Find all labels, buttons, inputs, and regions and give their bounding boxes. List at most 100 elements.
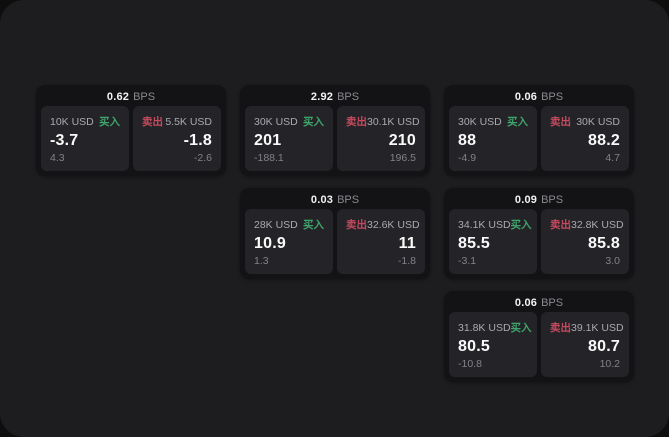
sell-change: 4.7 xyxy=(605,152,620,164)
bps-unit-label: BPS xyxy=(337,193,360,206)
bps-value: 0.62 xyxy=(106,90,130,103)
sell-amount: 39.1K USD xyxy=(571,321,624,334)
bps-unit-label: BPS xyxy=(541,296,564,309)
sell-tile[interactable]: 卖出 32.8K USD 85.8 3.0 xyxy=(541,209,629,274)
buy-tile-header: 28K USD 买入 xyxy=(254,217,324,232)
sell-tile-header: 卖出 32.6K USD xyxy=(346,217,420,232)
sell-tile-header: 卖出 39.1K USD xyxy=(550,320,624,335)
buy-side-label: 买入 xyxy=(99,116,120,128)
sell-tile-header: 卖出 32.8K USD xyxy=(550,217,624,232)
sell-side-label: 卖出 xyxy=(142,116,163,128)
sell-amount: 5.5K USD xyxy=(165,115,212,128)
buy-side-label: 买入 xyxy=(510,219,532,231)
buy-sell-panels: 10K USD 买入 -3.7 4.3 卖出 5.5K USD -1.8 -2.… xyxy=(36,106,226,176)
buy-change: 4.3 xyxy=(50,152,65,164)
sell-change: 10.2 xyxy=(599,358,620,370)
buy-amount: 30K USD xyxy=(458,115,502,128)
sell-amount: 30.1K USD xyxy=(367,115,420,128)
quote-cards-grid: 0.62 BPS 10K USD 买入 -3.7 4.3 卖出 5.5K USD xyxy=(36,85,634,382)
bps-header: 0.06 BPS xyxy=(444,291,634,312)
bps-value: 0.09 xyxy=(514,193,538,206)
sell-price: 80.7 xyxy=(588,338,620,355)
buy-amount: 31.8K USD xyxy=(458,321,511,334)
buy-amount: 10K USD xyxy=(50,115,94,128)
sell-amount: 32.8K USD xyxy=(571,218,624,231)
sell-side-label: 卖出 xyxy=(550,322,571,334)
sell-tile[interactable]: 卖出 39.1K USD 80.7 10.2 xyxy=(541,312,629,377)
sell-side-label: 卖出 xyxy=(550,219,571,231)
buy-sell-panels: 30K USD 买入 88 -4.9 卖出 30K USD 88.2 4.7 xyxy=(444,106,634,176)
buy-price: 88 xyxy=(458,132,477,149)
buy-side-label: 买入 xyxy=(303,219,324,231)
buy-price: 80.5 xyxy=(458,338,490,355)
sell-price: 11 xyxy=(398,235,416,252)
sell-change: -1.8 xyxy=(397,255,416,267)
buy-amount: 30K USD xyxy=(254,115,298,128)
sell-amount: 30K USD xyxy=(576,115,620,128)
buy-sell-panels: 28K USD 买入 10.9 1.3 卖出 32.6K USD 11 -1.8 xyxy=(240,209,430,279)
sell-change: -2.6 xyxy=(193,152,212,164)
buy-side-label: 买入 xyxy=(507,116,528,128)
sell-price: 210 xyxy=(388,132,416,149)
buy-price: -3.7 xyxy=(50,132,79,149)
buy-tile[interactable]: 30K USD 买入 88 -4.9 xyxy=(449,106,537,171)
sell-side-label: 卖出 xyxy=(346,219,367,231)
buy-sell-panels: 34.1K USD 买入 85.5 -3.1 卖出 32.8K USD 85.8… xyxy=(444,209,634,279)
quote-card-4: 0.03 BPS 28K USD 买入 10.9 1.3 卖出 32.6K US… xyxy=(240,188,430,279)
buy-price: 10.9 xyxy=(254,235,286,252)
sell-tile[interactable]: 卖出 32.6K USD 11 -1.8 xyxy=(337,209,425,274)
buy-change: 1.3 xyxy=(254,255,269,267)
buy-tile-header: 34.1K USD 买入 xyxy=(458,217,532,232)
buy-sell-panels: 30K USD 买入 201 -188.1 卖出 30.1K USD 210 1… xyxy=(240,106,430,176)
buy-change: -188.1 xyxy=(254,152,284,164)
sell-price: 85.8 xyxy=(588,235,620,252)
bps-header: 0.06 BPS xyxy=(444,85,634,106)
buy-tile-header: 30K USD 买入 xyxy=(254,114,324,129)
bps-value: 2.92 xyxy=(310,90,334,103)
buy-price: 201 xyxy=(254,132,282,149)
buy-tile[interactable]: 10K USD 买入 -3.7 4.3 xyxy=(41,106,129,171)
sell-amount: 32.6K USD xyxy=(367,218,420,231)
buy-sell-panels: 31.8K USD 买入 80.5 -10.8 卖出 39.1K USD 80.… xyxy=(444,312,634,382)
bps-header: 2.92 BPS xyxy=(240,85,430,106)
quote-card-1: 0.62 BPS 10K USD 买入 -3.7 4.3 卖出 5.5K USD xyxy=(36,85,226,176)
bps-header: 0.03 BPS xyxy=(240,188,430,209)
sell-tile[interactable]: 卖出 5.5K USD -1.8 -2.6 xyxy=(133,106,221,171)
buy-change: -10.8 xyxy=(458,358,482,370)
buy-amount: 28K USD xyxy=(254,218,298,231)
buy-tile[interactable]: 30K USD 买入 201 -188.1 xyxy=(245,106,333,171)
buy-side-label: 买入 xyxy=(510,322,532,334)
bps-value: 0.06 xyxy=(514,296,538,309)
buy-tile[interactable]: 31.8K USD 买入 80.5 -10.8 xyxy=(449,312,537,377)
bps-value: 0.03 xyxy=(310,193,334,206)
sell-change: 3.0 xyxy=(605,255,620,267)
buy-change: -4.9 xyxy=(458,152,477,164)
buy-side-label: 买入 xyxy=(303,116,324,128)
sell-tile[interactable]: 卖出 30.1K USD 210 196.5 xyxy=(337,106,425,171)
bps-header: 0.09 BPS xyxy=(444,188,634,209)
buy-amount: 34.1K USD xyxy=(458,218,511,231)
buy-tile-header: 30K USD 买入 xyxy=(458,114,528,129)
bps-unit-label: BPS xyxy=(541,193,564,206)
sell-price: -1.8 xyxy=(183,132,212,149)
sell-tile[interactable]: 卖出 30K USD 88.2 4.7 xyxy=(541,106,629,171)
bps-unit-label: BPS xyxy=(133,90,156,103)
buy-tile-header: 31.8K USD 买入 xyxy=(458,320,532,335)
sell-price: 88.2 xyxy=(588,132,620,149)
quote-card-6: 0.06 BPS 31.8K USD 买入 80.5 -10.8 卖出 39.1… xyxy=(444,291,634,382)
quote-card-5: 0.09 BPS 34.1K USD 买入 85.5 -3.1 卖出 32.8K… xyxy=(444,188,634,279)
quote-card-2: 2.92 BPS 30K USD 买入 201 -188.1 卖出 30.1K … xyxy=(240,85,430,176)
bps-unit-label: BPS xyxy=(541,90,564,103)
buy-tile[interactable]: 34.1K USD 买入 85.5 -3.1 xyxy=(449,209,537,274)
bps-value: 0.06 xyxy=(514,90,538,103)
sell-tile-header: 卖出 30.1K USD xyxy=(346,114,420,129)
sell-side-label: 卖出 xyxy=(346,116,367,128)
sell-tile-header: 卖出 5.5K USD xyxy=(142,114,212,129)
sell-change: 196.5 xyxy=(389,152,416,164)
buy-tile-header: 10K USD 买入 xyxy=(50,114,120,129)
sell-tile-header: 卖出 30K USD xyxy=(550,114,620,129)
buy-tile[interactable]: 28K USD 买入 10.9 1.3 xyxy=(245,209,333,274)
buy-price: 85.5 xyxy=(458,235,490,252)
bps-header: 0.62 BPS xyxy=(36,85,226,106)
